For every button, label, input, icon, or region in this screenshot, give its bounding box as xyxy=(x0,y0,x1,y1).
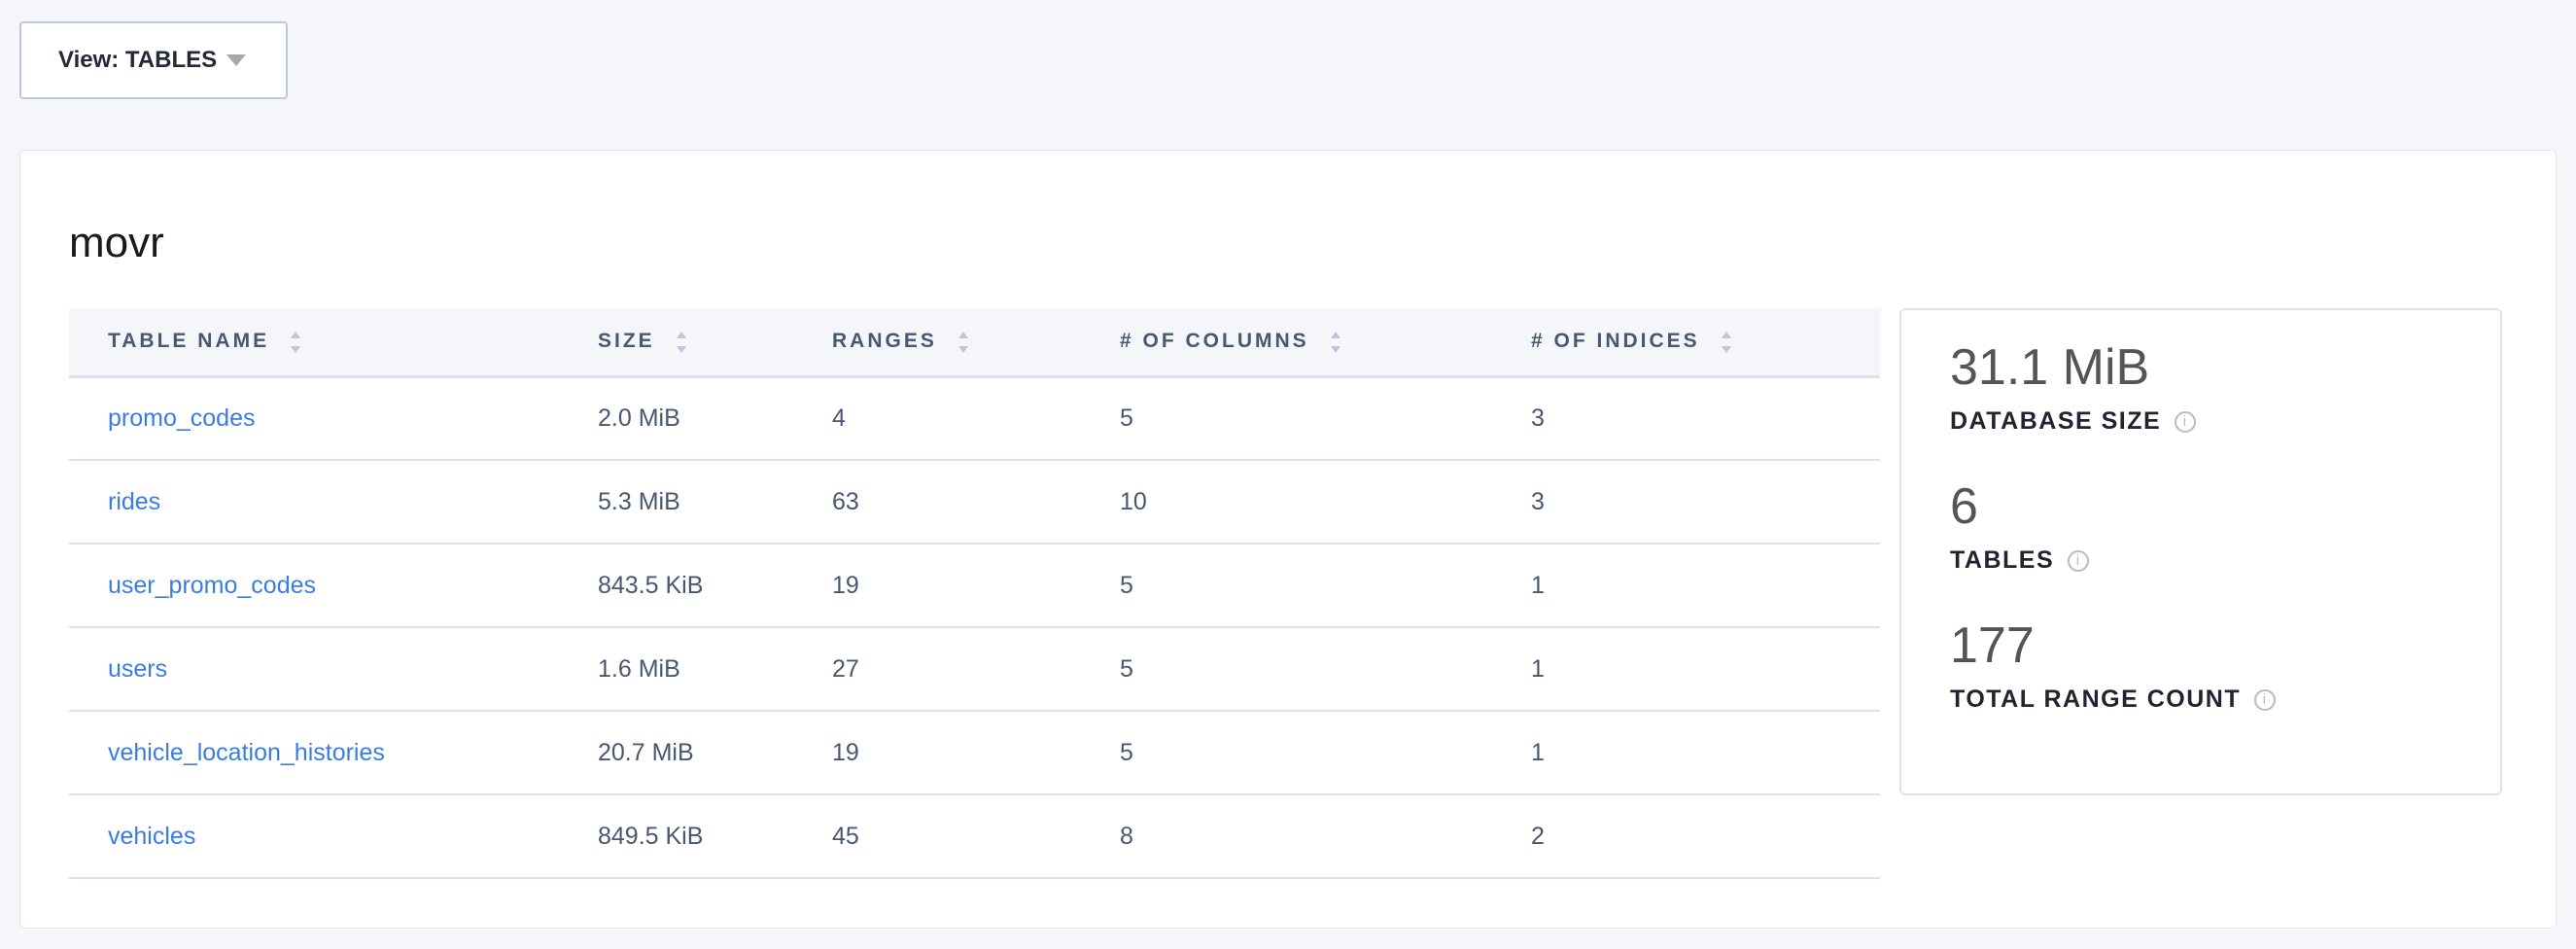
stat-label-row: TOTAL RANGE COUNT i xyxy=(1950,685,2500,714)
table-cell: 1.6 MiB xyxy=(598,627,832,712)
table-cell: 3 xyxy=(1531,460,1880,545)
stat-label: TOTAL RANGE COUNT xyxy=(1950,685,2242,713)
table-cell: 843.5 KiB xyxy=(598,544,832,628)
sort-icon[interactable] xyxy=(291,331,301,353)
column-header-label: RANGES xyxy=(832,330,937,353)
stat-label-row: DATABASE SIZE i xyxy=(1950,407,2500,436)
table-cell: 849.5 KiB xyxy=(598,794,832,879)
column-header[interactable]: # OF INDICES xyxy=(1531,308,1880,378)
table-cell: promo_codes xyxy=(69,376,598,461)
table-cell: 5 xyxy=(1120,711,1531,795)
table-cell: 27 xyxy=(832,627,1120,712)
info-icon[interactable]: i xyxy=(2175,410,2197,433)
info-icon[interactable]: i xyxy=(2254,688,2277,711)
table-cell: 1 xyxy=(1531,711,1880,795)
table-cell: 1 xyxy=(1531,627,1880,712)
column-header[interactable]: # OF COLUMNS xyxy=(1120,308,1531,378)
table-cell: 4 xyxy=(832,376,1120,461)
table-cell: 3 xyxy=(1531,376,1880,461)
table-cell: 5 xyxy=(1120,376,1531,461)
caret-down-icon xyxy=(226,54,247,66)
database-summary: 31.1 MiB DATABASE SIZE i 6 TABLES i 177 TOTAL R… xyxy=(1899,308,2502,795)
table-cell: 2.0 MiB xyxy=(598,376,832,461)
stat-value: 177 xyxy=(1950,617,2035,674)
column-header[interactable]: RANGES xyxy=(832,308,1120,378)
table-name-link[interactable]: user_promo_codes xyxy=(108,571,317,599)
view-selector-label: View: TABLES xyxy=(58,47,218,73)
table-cell: 19 xyxy=(832,711,1120,795)
stat-label-row: TABLES i xyxy=(1950,546,2500,575)
column-header-label: SIZE xyxy=(598,330,655,353)
database-title: movr xyxy=(69,219,164,266)
table-cell: 20.7 MiB xyxy=(598,711,832,795)
table-cell: users xyxy=(69,627,598,712)
sort-icon[interactable] xyxy=(676,331,686,353)
table-row: vehicle_location_histories 20.7 MiB 19 5 1 xyxy=(69,711,1880,795)
tables-table: TABLE NAME SIZE RANGES # OF COLUMNS # OF IND… xyxy=(69,308,1880,879)
table-row: user_promo_codes 843.5 KiB 19 5 1 xyxy=(69,544,1880,628)
column-header-label: # OF COLUMNS xyxy=(1120,330,1309,353)
table-cell: 8 xyxy=(1120,794,1531,879)
column-header[interactable]: TABLE NAME xyxy=(69,308,598,378)
table-cell: 5 xyxy=(1120,544,1531,628)
table-row: users 1.6 MiB 27 5 1 xyxy=(69,627,1880,712)
sort-icon[interactable] xyxy=(1330,331,1340,353)
table-row: rides 5.3 MiB 63 10 3 xyxy=(69,460,1880,545)
column-header-label: TABLE NAME xyxy=(108,330,270,353)
table-cell: 5.3 MiB xyxy=(598,460,832,545)
table-name-link[interactable]: promo_codes xyxy=(108,404,256,432)
table-cell: 63 xyxy=(832,460,1120,545)
info-icon[interactable]: i xyxy=(2068,549,2090,572)
table-cell: rides xyxy=(69,460,598,545)
table-cell: 19 xyxy=(832,544,1120,628)
stat-value: 31.1 MiB xyxy=(1950,339,2150,396)
table-cell: 5 xyxy=(1120,627,1531,712)
column-header-label: # OF INDICES xyxy=(1531,330,1700,353)
table-name-link[interactable]: vehicle_location_histories xyxy=(108,738,385,766)
table-name-link[interactable]: rides xyxy=(108,487,161,515)
sort-icon[interactable] xyxy=(957,331,968,353)
table-cell: 1 xyxy=(1531,544,1880,628)
table-cell: 2 xyxy=(1531,794,1880,879)
table-cell: 45 xyxy=(832,794,1120,879)
column-header[interactable]: SIZE xyxy=(598,308,832,378)
table-cell: 10 xyxy=(1120,460,1531,545)
table-cell: vehicles xyxy=(69,794,598,879)
stat-label: TABLES xyxy=(1950,546,2055,574)
sort-icon[interactable] xyxy=(1721,331,1731,353)
stat-label: DATABASE SIZE xyxy=(1950,407,2162,435)
table-cell: user_promo_codes xyxy=(69,544,598,628)
database-card: movr TABLE NAME SIZE RANGES # OF COLUMNS # O… xyxy=(19,150,2557,929)
view-selector-dropdown[interactable]: View: TABLES xyxy=(19,21,288,99)
table-name-link[interactable]: users xyxy=(108,654,168,683)
stat-value: 6 xyxy=(1950,478,1978,535)
table-row: vehicles 849.5 KiB 45 8 2 xyxy=(69,794,1880,879)
table-row: promo_codes 2.0 MiB 4 5 3 xyxy=(69,376,1880,461)
table-cell: vehicle_location_histories xyxy=(69,711,598,795)
table-name-link[interactable]: vehicles xyxy=(108,822,196,850)
